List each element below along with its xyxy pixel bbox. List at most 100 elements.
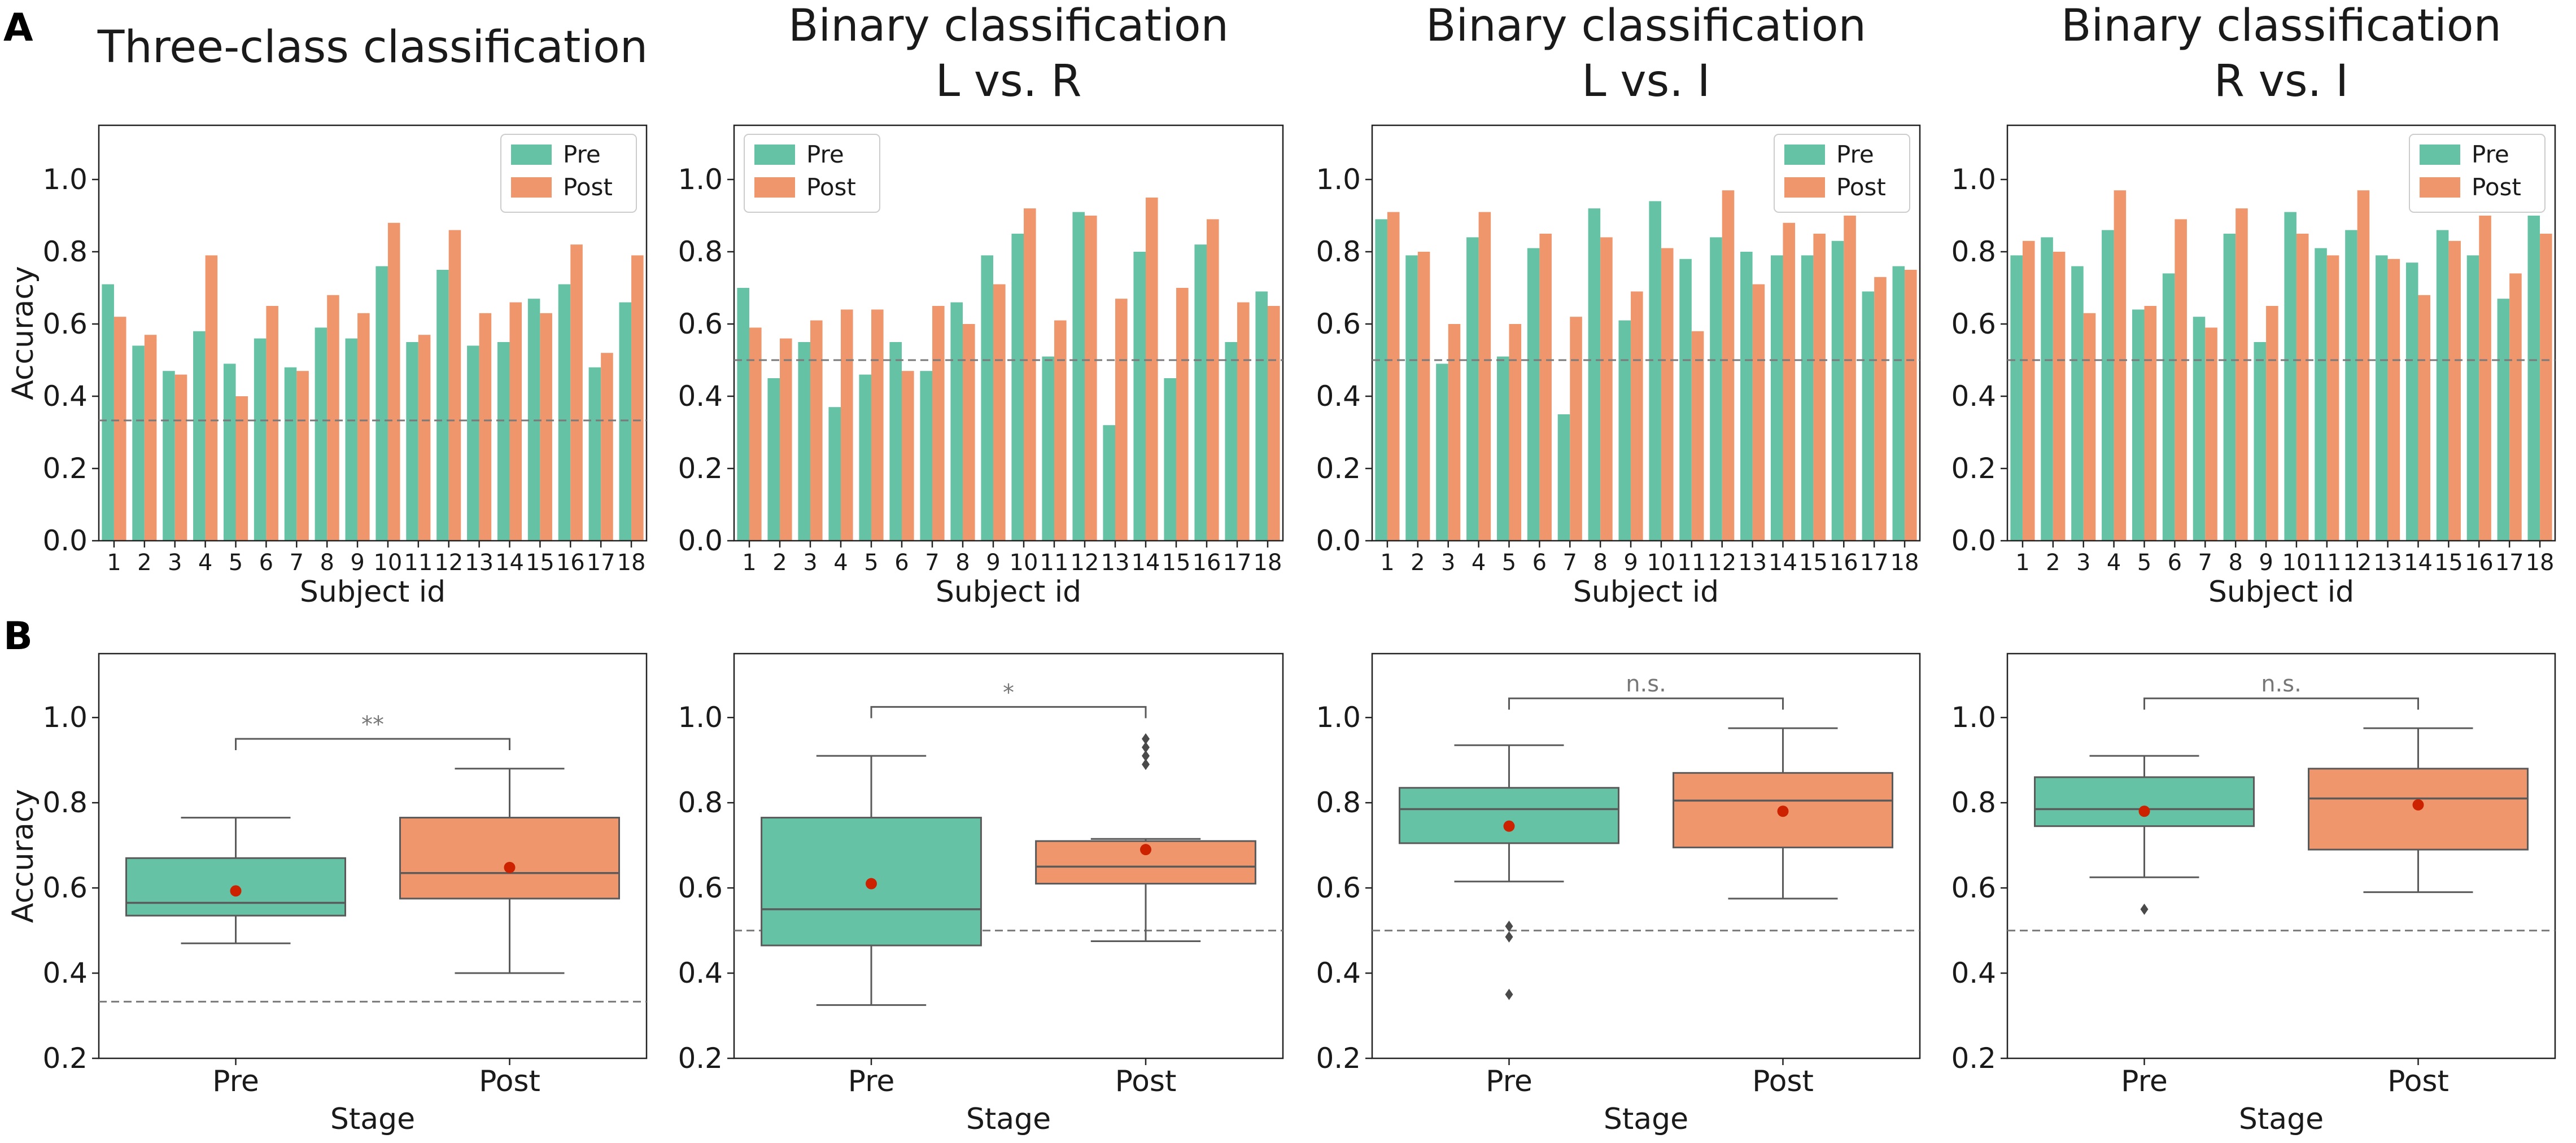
bar-chart-3-legend-label-post: Post bbox=[1836, 173, 1886, 201]
bar-chart-4-bar-pre-8 bbox=[2223, 234, 2236, 541]
bar-chart-2-bar-pre-15 bbox=[1164, 378, 1176, 541]
bar-chart-4-ytick-label: 1.0 bbox=[1951, 163, 1996, 196]
box-chart-3-significance-label: n.s. bbox=[1626, 671, 1666, 697]
bar-chart-2-xtick-label: 2 bbox=[772, 550, 787, 576]
box-chart-2-xlabel: Stage bbox=[966, 1102, 1051, 1136]
bar-chart-2-ytick-label: 0.6 bbox=[678, 308, 723, 340]
bar-chart-2-xtick-label: 6 bbox=[894, 550, 909, 576]
box-chart-4-pre-outlier bbox=[2140, 903, 2149, 915]
bar-chart-2-bar-post-3 bbox=[810, 320, 823, 541]
bar-chart-3-bar-post-3 bbox=[1448, 324, 1461, 541]
bar-chart-3-bar-pre-18 bbox=[1892, 266, 1905, 541]
bar-chart-1-xtick-label: 5 bbox=[229, 550, 243, 576]
box-chart-4-xtick-label: Pre bbox=[2121, 1065, 2168, 1098]
bar-chart-2-xtick-label: 7 bbox=[925, 550, 939, 576]
bar-chart-2-xtick-label: 13 bbox=[1101, 550, 1130, 576]
bar-chart-2-xtick-label: 1 bbox=[742, 550, 756, 576]
box-chart-4-ytick-label: 0.2 bbox=[1951, 1042, 1996, 1075]
bar-chart-2-bar-post-9 bbox=[993, 284, 1006, 541]
box-chart-1-ylabel: Accuracy bbox=[6, 789, 40, 923]
bar-chart-3-bar-pre-3 bbox=[1436, 364, 1448, 541]
bar-chart-4-bar-post-1 bbox=[2022, 240, 2035, 541]
bar-chart-3-xtick-label: 3 bbox=[1441, 550, 1455, 576]
bar-chart-4-xtick-label: 10 bbox=[2282, 550, 2311, 576]
bar-chart-2-legend-swatch-pre bbox=[754, 144, 795, 165]
bar-chart-1-bar-post-11 bbox=[418, 335, 431, 541]
bar-chart-3-xtick-label: 13 bbox=[1738, 550, 1767, 576]
bar-chart-3-bar-post-6 bbox=[1539, 234, 1552, 541]
bar-chart-1-ytick-label: 0.6 bbox=[42, 308, 88, 340]
bar-chart-1-xtick-label: 18 bbox=[617, 550, 646, 576]
bar-chart-2-subtitle: L vs. R bbox=[936, 56, 1082, 107]
bar-chart-4-bar-post-18 bbox=[2540, 234, 2552, 541]
bar-chart-1-bar-pre-1 bbox=[102, 284, 114, 541]
bar-chart-4-bar-pre-10 bbox=[2284, 212, 2296, 541]
bar-chart-2-frame bbox=[733, 124, 1284, 542]
bar-chart-2-xtick-label: 5 bbox=[864, 550, 878, 576]
bar-chart-4-xtick-label: 5 bbox=[2137, 550, 2151, 576]
bar-chart-2-bar-post-14 bbox=[1146, 198, 1158, 541]
bar-chart-1-xtick-label: 3 bbox=[168, 550, 182, 576]
box-chart-4-xlabel: Stage bbox=[2239, 1102, 2324, 1136]
bar-chart-1-xtick-label: 1 bbox=[107, 550, 121, 576]
bar-chart-2-bar-post-5 bbox=[871, 309, 884, 541]
bar-chart-4-bar-post-2 bbox=[2053, 252, 2066, 541]
bar-chart-1-bar-post-1 bbox=[113, 317, 126, 541]
bar-chart-4-bar-pre-4 bbox=[2102, 230, 2114, 541]
bar-chart-4-legend-swatch-pre bbox=[2420, 144, 2460, 165]
bar-chart-4-xtick-label: 17 bbox=[2495, 550, 2524, 576]
bar-chart-3-bar-post-4 bbox=[1478, 212, 1491, 541]
bar-chart-3-bar-post-11 bbox=[1691, 331, 1704, 541]
bar-chart-3-bar-pre-10 bbox=[1649, 201, 1661, 541]
bar-chart-2-bar-pre-11 bbox=[1042, 356, 1054, 541]
bar-chart-1-xtick-label: 10 bbox=[373, 550, 402, 576]
bar-chart-1-bar-post-6 bbox=[266, 306, 278, 541]
bar-chart-4-bar-pre-17 bbox=[2497, 299, 2510, 541]
bar-chart-4-ytick-label: 0.4 bbox=[1951, 380, 1996, 413]
bar-chart-2-bar-pre-2 bbox=[767, 378, 780, 541]
bar-chart-4-bar-post-17 bbox=[2509, 273, 2522, 541]
bar-chart-4-xtick-label: 9 bbox=[2259, 550, 2273, 576]
bar-chart-3-xtick-label: 2 bbox=[1411, 550, 1425, 576]
bar-chart-3-xtick-label: 8 bbox=[1593, 550, 1607, 576]
bar-chart-4-xtick-label: 7 bbox=[2198, 550, 2212, 576]
bar-chart-4-ytick-label: 0.2 bbox=[1951, 452, 1996, 485]
bar-chart-3-bar-pre-8 bbox=[1588, 208, 1601, 541]
bar-chart-3-bar-pre-1 bbox=[1375, 219, 1387, 541]
bar-chart-1-bar-pre-12 bbox=[436, 270, 449, 541]
bar-chart-3-ytick-label: 0.2 bbox=[1316, 452, 1361, 485]
bar-chart-1-bar-pre-9 bbox=[345, 338, 358, 541]
box-chart-1-xtick-label: Pre bbox=[212, 1065, 259, 1098]
bar-chart-2-xtick-label: 4 bbox=[833, 550, 848, 576]
bar-chart-1-bar-post-9 bbox=[357, 313, 370, 541]
bar-chart-2-legend-label-pre: Pre bbox=[806, 141, 844, 168]
box-chart-4-frame bbox=[2006, 652, 2556, 1059]
bar-chart-1-ytick-label: 0.2 bbox=[42, 452, 88, 485]
box-chart-1-ytick-label: 0.2 bbox=[42, 1042, 88, 1075]
bar-chart-3-bar-post-12 bbox=[1722, 190, 1735, 541]
bar-chart-1-bar-post-8 bbox=[327, 295, 339, 541]
bar-chart-1-xlabel: Subject id bbox=[300, 575, 446, 609]
bar-chart-4-bar-post-8 bbox=[2236, 208, 2248, 541]
bar-chart-4-bar-post-13 bbox=[2387, 259, 2400, 541]
box-chart-2-ytick-label: 1.0 bbox=[678, 701, 723, 734]
bar-chart-4-legend-label-pre: Pre bbox=[2472, 141, 2509, 168]
bar-chart-4-bar-pre-9 bbox=[2254, 342, 2267, 541]
bar-chart-4-bar-pre-6 bbox=[2162, 273, 2175, 541]
bar-chart-2-bar-pre-5 bbox=[859, 374, 871, 541]
bar-chart-3-xtick-label: 9 bbox=[1623, 550, 1638, 576]
bar-chart-4-bar-post-3 bbox=[2083, 313, 2096, 541]
box-chart-2-ytick-label: 0.4 bbox=[678, 957, 723, 989]
bar-chart-3-xtick-label: 10 bbox=[1647, 550, 1675, 576]
bar-chart-3-bar-pre-14 bbox=[1770, 255, 1783, 541]
bar-chart-4-bar-post-10 bbox=[2296, 234, 2309, 541]
box-chart-3-frame bbox=[1371, 652, 1921, 1059]
bar-chart-1-xtick-label: 6 bbox=[259, 550, 273, 576]
box-chart-2-significance-label: * bbox=[1003, 680, 1014, 706]
bar-chart-2-bar-pre-16 bbox=[1194, 244, 1207, 541]
bar-chart-4-bar-post-9 bbox=[2266, 306, 2278, 541]
bar-chart-1-xtick-label: 17 bbox=[587, 550, 615, 576]
box-chart-4-ytick-label: 1.0 bbox=[1951, 701, 1996, 734]
box-chart-1-post-box bbox=[399, 817, 620, 900]
bar-chart-2-ytick-label: 1.0 bbox=[678, 163, 723, 196]
